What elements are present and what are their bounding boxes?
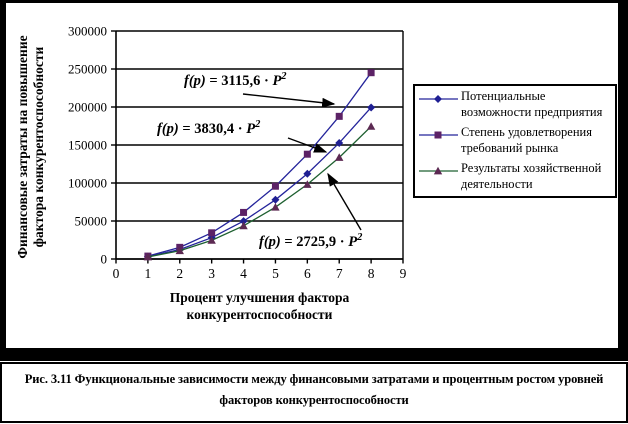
formula-1-sup: 2 bbox=[281, 71, 287, 82]
diamond-legend-marker-icon bbox=[419, 95, 458, 103]
y-tick-label: 250000 bbox=[68, 62, 107, 77]
x-tick-label: 3 bbox=[208, 266, 215, 281]
annotation-arrow bbox=[287, 137, 328, 153]
formula-2-rhs: = 3830,4 · bbox=[178, 120, 247, 137]
x-tick-label: 5 bbox=[272, 266, 279, 281]
x-tick-label: 1 bbox=[145, 266, 152, 281]
legend: Потенциальные возможности предприятия Сте… bbox=[413, 84, 617, 198]
x-axis-title-line2: конкурентоспособности bbox=[186, 307, 333, 322]
data-point-triangle bbox=[207, 236, 216, 244]
formula-1-rhs: = 3115,6 · bbox=[205, 72, 273, 89]
data-point-diamond bbox=[367, 103, 376, 112]
series-line bbox=[147, 72, 372, 257]
data-point-triangle bbox=[303, 180, 312, 188]
frame-right-edge bbox=[618, 0, 628, 349]
data-point-triangle bbox=[239, 221, 248, 230]
x-tick-label: 7 bbox=[336, 266, 343, 281]
data-point-square bbox=[208, 229, 216, 237]
data-point-diamond bbox=[303, 169, 312, 178]
x-tick-label: 2 bbox=[176, 266, 183, 281]
formula-2-sup: 2 bbox=[255, 119, 261, 130]
legend-item-2: Степень удовлетворения требований рынка bbox=[417, 125, 613, 156]
data-point-triangle bbox=[175, 246, 184, 255]
series-line bbox=[147, 107, 372, 258]
x-axis-title-line1: Процент улучшения фактора bbox=[169, 290, 350, 305]
annotation-arrow bbox=[242, 93, 336, 108]
data-point-triangle bbox=[271, 203, 280, 211]
x-tick-label: 8 bbox=[368, 266, 375, 281]
caption-line2: факторов конкурентоспособности bbox=[219, 393, 409, 407]
legend-label-1: Потенциальные возможности предприятия bbox=[461, 89, 603, 119]
x-axis-title: Процент улучшения фактора конкурентоспос… bbox=[116, 289, 403, 323]
chart-plot-area: 0 50000 100000 150000 200000 250000 300000 0 1 2 3… bbox=[68, 24, 407, 282]
triangle-legend-marker-icon bbox=[419, 166, 458, 175]
data-point-triangle bbox=[143, 252, 153, 261]
caption-line1: Рис. 3.11 Функциональные зависимости меж… bbox=[24, 372, 604, 386]
formula-3-base: P bbox=[348, 233, 358, 250]
data-point-square bbox=[303, 150, 311, 158]
data-point-triangle bbox=[335, 153, 344, 161]
formula-2-base: P bbox=[246, 120, 256, 137]
legend-item-1: Потенциальные возможности предприятия bbox=[417, 89, 613, 120]
formula-3-rhs: = 2725,9 · bbox=[280, 233, 349, 250]
y-axis-title: Финансовые затраты на повышение фактора … bbox=[15, 27, 47, 267]
y-axis-title-line1: Финансовые затраты на повышение bbox=[15, 35, 30, 259]
figure-caption: Рис. 3.11 Функциональные зависимости меж… bbox=[0, 362, 628, 423]
x-tick-label: 6 bbox=[304, 266, 311, 281]
formula-1-base: P bbox=[272, 72, 282, 89]
legend-label-3: Результаты хозяйственной деятельности bbox=[461, 161, 602, 191]
data-point-triangle bbox=[366, 122, 376, 130]
formula-3-sup: 2 bbox=[357, 232, 363, 243]
formula-1-fp: f(p) bbox=[184, 72, 206, 89]
annotation-arrow bbox=[327, 172, 362, 231]
data-point-square bbox=[335, 112, 343, 120]
x-tick-label: 4 bbox=[240, 266, 247, 281]
x-tick-label: 0 bbox=[113, 266, 120, 281]
y-tick-label: 50000 bbox=[75, 214, 108, 229]
data-point-square bbox=[367, 69, 375, 77]
formula-annotation-1: f(p) = 3115,6 · P2 bbox=[184, 71, 287, 90]
chart-panel: 0 50000 100000 150000 200000 250000 300000 0 1 2 3… bbox=[0, 0, 628, 361]
y-tick-label: 300000 bbox=[68, 24, 107, 39]
frame-bottom-edge bbox=[0, 348, 628, 361]
formula-2-fp: f(p) bbox=[157, 120, 179, 137]
square-legend-marker-icon bbox=[419, 131, 458, 139]
x-tick-label: 9 bbox=[400, 266, 407, 281]
formula-annotation-2: f(p) = 3830,4 · P2 bbox=[157, 119, 260, 138]
data-point-square bbox=[271, 182, 279, 190]
legend-label-2: Степень удовлетворения требований рынка bbox=[461, 125, 592, 155]
y-tick-label: 0 bbox=[101, 252, 108, 267]
series-line bbox=[147, 125, 372, 258]
legend-item-3: Результаты хозяйственной деятельности bbox=[417, 161, 613, 192]
data-point-diamond bbox=[335, 138, 344, 147]
frame-top-edge bbox=[0, 0, 628, 3]
y-tick-label: 150000 bbox=[68, 138, 107, 153]
y-tick-label: 200000 bbox=[68, 100, 107, 115]
formula-3-fp: f(p) bbox=[259, 233, 281, 250]
data-point-diamond bbox=[271, 195, 280, 204]
data-point-diamond bbox=[239, 217, 248, 226]
y-axis-title-line2: фактора конкурентоспособности bbox=[31, 46, 46, 248]
y-tick-label: 100000 bbox=[68, 176, 107, 191]
data-point-square bbox=[240, 208, 248, 216]
formula-annotation-3: f(p) = 2725,9 · P2 bbox=[259, 232, 362, 251]
frame-left-edge bbox=[0, 0, 6, 349]
